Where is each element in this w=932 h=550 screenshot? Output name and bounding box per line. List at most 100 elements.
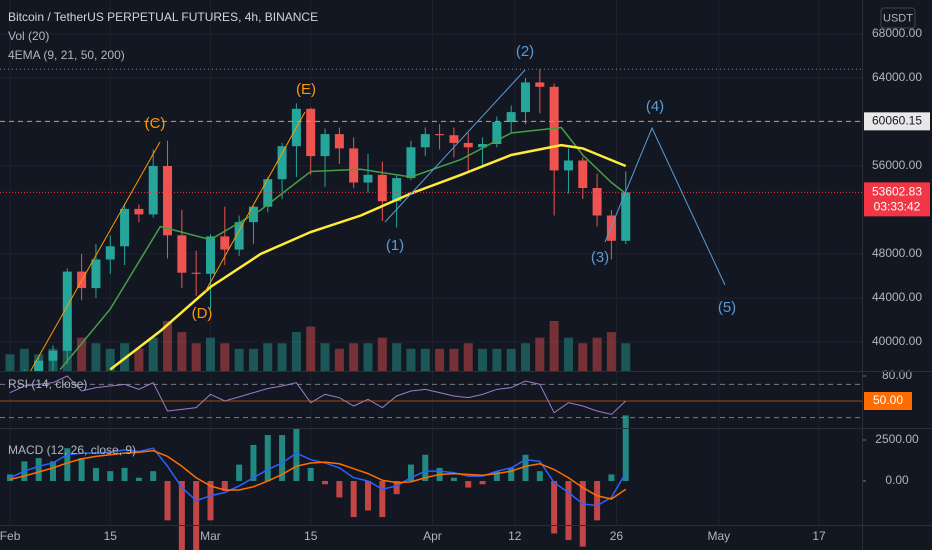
wave-label: (C)	[145, 115, 166, 132]
macd-histogram	[135, 477, 142, 482]
macd-histogram	[465, 481, 472, 488]
macd-histogram	[407, 464, 414, 482]
x-tick-label: 26	[610, 529, 624, 543]
volume-bar	[19, 348, 29, 371]
candle-body	[492, 122, 502, 145]
volume-bar	[535, 337, 545, 371]
y-tick-label: 44000.00	[872, 290, 922, 304]
candle-body	[277, 146, 287, 180]
ema-line	[59, 126, 627, 370]
volume-bar	[134, 348, 144, 371]
macd-histogram	[207, 481, 214, 521]
volume-bar	[277, 343, 287, 371]
candle-body	[306, 108, 316, 157]
symbol-title: Bitcoin / TetherUS PERPETUAL FUTURES, 4h…	[8, 10, 318, 24]
hline-label: 60060.15	[872, 114, 922, 128]
macd-histogram	[608, 474, 615, 482]
candle-body	[592, 188, 602, 216]
rsi-last-box	[864, 392, 912, 410]
volume-bar	[205, 337, 215, 371]
macd-histogram	[164, 481, 171, 521]
volume-bar	[320, 343, 330, 371]
volume-bar	[91, 343, 101, 371]
volume-bar	[377, 337, 387, 371]
volume-bar	[563, 337, 573, 371]
volume-bar	[349, 343, 359, 371]
wave-line	[29, 141, 161, 371]
y-tick-label: 48000.00	[872, 246, 922, 260]
candle-body	[263, 179, 273, 207]
wave-label: (1)	[386, 237, 404, 254]
wave-label: (2)	[516, 43, 534, 60]
candle-body	[478, 144, 488, 148]
volume-bar	[435, 348, 445, 371]
candle-body	[105, 246, 115, 260]
y-tick-label: 64000.00	[872, 70, 922, 84]
candle-body	[449, 135, 459, 143]
countdown-label: 03:33:42	[874, 200, 921, 214]
x-tick-label: 15	[104, 529, 118, 543]
currency-box[interactable]	[880, 7, 916, 29]
macd-histogram	[551, 481, 558, 534]
macd-histogram	[307, 467, 314, 482]
volume-bar	[449, 348, 459, 371]
x-tick-label: Apr	[423, 529, 442, 543]
macd-histogram	[221, 481, 228, 491]
candle-body	[163, 166, 173, 236]
volume-bar	[5, 354, 15, 371]
candle-body	[521, 82, 531, 113]
wave-label: (E)	[296, 81, 316, 98]
macd-histogram	[150, 471, 157, 482]
y-tick-label: 0.00	[885, 473, 909, 487]
candle-body	[535, 82, 545, 87]
candle-body	[234, 222, 244, 250]
y-tick-label: 56000.00	[872, 158, 922, 172]
candle-body	[177, 235, 187, 273]
volume-bar	[606, 332, 616, 371]
last-price-box	[864, 182, 930, 217]
macd-histogram	[565, 481, 572, 541]
macd-histogram	[450, 477, 457, 482]
candle-body	[377, 174, 387, 202]
macd-histogram	[364, 481, 371, 511]
rsi-line	[9, 375, 627, 415]
macd-histogram	[193, 481, 200, 550]
candle-body	[392, 178, 402, 202]
candle-body	[134, 208, 144, 215]
macd-title: MACD (12, 26, close, 9)	[8, 443, 136, 457]
candle-body	[220, 236, 230, 250]
macd-histogram	[479, 481, 486, 485]
volume-bar	[163, 321, 173, 371]
wave-line	[204, 111, 306, 293]
macd-histogram	[178, 481, 185, 550]
volume-bar	[549, 321, 559, 371]
volume-bar	[463, 343, 473, 371]
currency[interactable]: USDT	[883, 12, 913, 24]
macd-histogram	[236, 464, 243, 482]
macd-histogram	[493, 471, 500, 482]
candle-body	[578, 160, 588, 189]
candle-body	[463, 142, 473, 148]
x-tick-label: Feb	[0, 529, 21, 543]
ema-line	[109, 143, 627, 371]
rsi-last-label: 50.00	[873, 393, 903, 407]
wave-annotations: (C) (D) (E) (1) (2) (3) (4) (5)	[29, 43, 736, 371]
candle-body	[320, 134, 330, 157]
macd-histogram	[336, 481, 343, 498]
macd-histogram	[107, 471, 114, 482]
candle-body	[334, 134, 344, 149]
macd-histogram	[579, 481, 586, 547]
y-tick-label: 40000.00	[872, 334, 922, 348]
candle-body	[435, 134, 445, 136]
volume-bar	[406, 348, 416, 371]
candle-body	[48, 350, 58, 361]
macd-histogram	[622, 415, 629, 482]
volume-bar	[306, 326, 316, 371]
candle-body	[420, 134, 430, 148]
wave-line	[604, 126, 726, 286]
macd-histogram	[121, 467, 128, 482]
volume-bar	[220, 343, 230, 371]
candle-body	[205, 236, 215, 274]
volume-bar	[177, 332, 187, 371]
